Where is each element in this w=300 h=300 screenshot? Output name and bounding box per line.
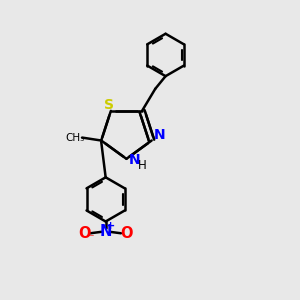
Text: H: H (138, 159, 147, 172)
Text: O: O (121, 226, 133, 241)
Text: N: N (154, 128, 166, 142)
Text: N: N (129, 153, 140, 167)
Text: +: + (106, 221, 116, 231)
Text: ⁻: ⁻ (88, 233, 94, 246)
Text: O: O (78, 226, 91, 241)
Text: CH₃: CH₃ (65, 133, 84, 142)
Text: S: S (104, 98, 114, 112)
Text: N: N (100, 224, 112, 239)
